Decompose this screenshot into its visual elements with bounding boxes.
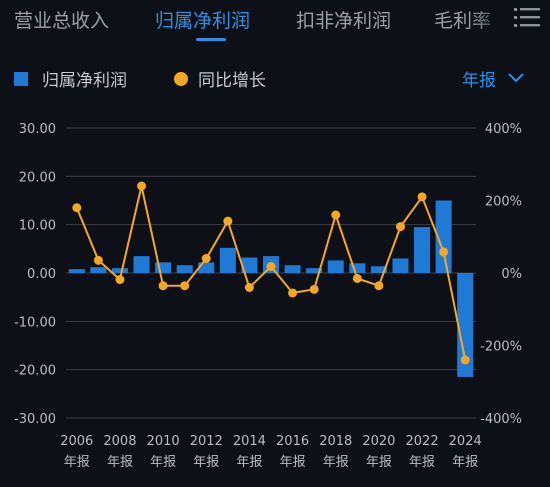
tab-net-profit[interactable]: 归属净利润 — [155, 10, 251, 32]
x-tick-label: 2006 — [60, 434, 93, 449]
x-tick-sublabel: 年报 — [452, 455, 478, 470]
bar-swatch-icon — [14, 72, 28, 86]
growth-point — [266, 261, 276, 271]
bar — [284, 265, 301, 273]
x-tick-sublabel: 年报 — [323, 455, 349, 470]
growth-point — [352, 273, 362, 283]
tab-deducted-net-profit[interactable]: 扣非净利润 — [296, 10, 392, 32]
bar — [219, 247, 236, 273]
bar — [457, 273, 474, 377]
tab-revenue[interactable]: 营业总收入 — [14, 10, 110, 32]
x-tick-sublabel: 年报 — [409, 455, 435, 470]
bar — [68, 269, 85, 273]
growth-point — [460, 355, 470, 365]
y-left-tick-label: 10.00 — [19, 219, 56, 234]
x-tick-sublabel: 年报 — [366, 455, 392, 470]
y-right-tick-label: -400% — [480, 412, 522, 427]
x-tick-label: 2022 — [406, 434, 439, 449]
x-tick-label: 2016 — [276, 434, 309, 449]
growth-point — [223, 216, 233, 226]
dot-swatch-icon — [174, 72, 188, 86]
growth-point — [244, 283, 254, 292]
x-tick-sublabel: 年报 — [107, 455, 133, 470]
bar — [414, 227, 431, 273]
period-selector[interactable]: 年报 — [462, 66, 525, 91]
growth-point — [374, 281, 384, 291]
x-tick-sublabel: 年报 — [236, 455, 262, 470]
x-tick-label: 2018 — [319, 434, 352, 449]
bar — [435, 200, 452, 273]
x-tick-label: 2010 — [147, 434, 180, 449]
y-right-tick-label: 400% — [485, 122, 522, 137]
x-tick-sublabel: 年报 — [150, 455, 176, 470]
growth-point — [417, 192, 427, 202]
growth-point — [115, 275, 125, 285]
growth-point — [201, 254, 211, 263]
period-selector-label: 年报 — [462, 71, 496, 91]
growth-point — [439, 247, 449, 257]
active-tab-indicator — [196, 38, 226, 41]
bar — [306, 268, 323, 273]
growth-point — [93, 255, 103, 265]
x-tick-sublabel: 年报 — [193, 455, 219, 470]
bar — [349, 263, 366, 273]
x-tick-label: 2008 — [103, 434, 136, 449]
x-tick-label: 2020 — [362, 434, 395, 449]
bar — [327, 260, 344, 273]
bar — [370, 266, 387, 273]
y-left-tick-label: -10.00 — [14, 315, 56, 330]
y-left-tick-label: 30.00 — [19, 122, 56, 137]
y-right-tick-label: -200% — [480, 340, 522, 355]
y-left-tick-label: 20.00 — [19, 170, 56, 185]
growth-point — [137, 181, 147, 191]
x-tick-label: 2024 — [449, 434, 482, 449]
x-tick-label: 2014 — [233, 434, 266, 449]
tab-bar: 营业总收入 归属净利润 扣非净利润 毛利率 — [0, 0, 550, 44]
growth-point — [72, 203, 82, 213]
growth-point — [395, 222, 405, 232]
bar — [176, 265, 193, 273]
bar — [111, 268, 128, 273]
bar — [90, 267, 107, 273]
bar — [392, 258, 409, 273]
chevron-down-icon — [508, 73, 525, 83]
bar — [133, 256, 150, 273]
list-menu-icon[interactable] — [514, 6, 542, 30]
bar — [198, 262, 215, 273]
y-left-tick-label: -30.00 — [14, 412, 56, 427]
legend-line-label: 同比增长 — [198, 71, 266, 91]
x-tick-label: 2012 — [190, 434, 223, 449]
y-right-tick-label: 200% — [485, 195, 522, 210]
y-right-tick-label: 0% — [501, 267, 522, 282]
growth-point — [309, 284, 319, 294]
y-left-tick-label: -20.00 — [14, 364, 56, 379]
y-left-tick-label: 0.00 — [27, 267, 56, 282]
bar — [241, 257, 258, 273]
chart-area: 30.00 20.00 10.00 0.00 -10.00 -20.00 -30.00 400… — [14, 122, 522, 470]
growth-point — [180, 281, 190, 291]
bar — [155, 262, 172, 273]
growth-point — [288, 288, 298, 298]
growth-point — [331, 210, 341, 220]
growth-point — [158, 281, 168, 291]
legend-bar-label: 归属净利润 — [42, 71, 127, 91]
tab-gross-margin[interactable]: 毛利率 — [434, 10, 492, 32]
x-tick-sublabel: 年报 — [64, 455, 90, 470]
x-tick-sublabel: 年报 — [280, 455, 306, 470]
